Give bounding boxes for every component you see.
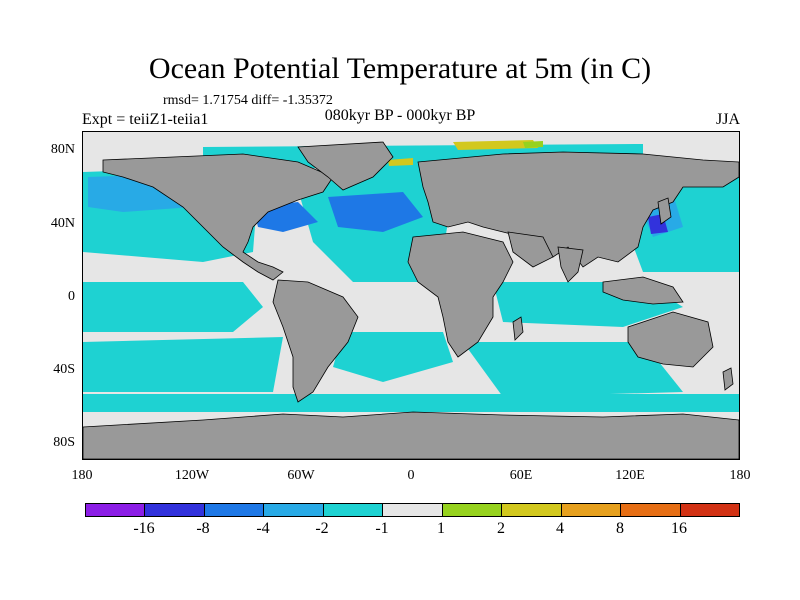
x-label-60w: 60W	[287, 468, 315, 483]
experiment-label: Expt = teiiZ1-teiia1	[82, 111, 209, 128]
colorbar-label: -8	[196, 520, 210, 537]
antarctica	[83, 411, 739, 459]
maritime-continent	[602, 276, 684, 305]
madagascar	[512, 316, 524, 341]
south-indian-band	[463, 342, 683, 397]
colorbar-label: -2	[315, 520, 329, 537]
africa	[407, 231, 514, 358]
south-america	[272, 279, 359, 403]
colorbar-segment	[502, 504, 562, 516]
colorbar-segment	[204, 504, 265, 516]
colorbar-segment	[323, 504, 384, 516]
colorbar-label: 1	[437, 520, 445, 537]
x-label-120e: 120E	[615, 468, 645, 483]
colorbar	[85, 503, 740, 517]
kara-warm-patch	[523, 141, 543, 148]
colorbar-segment	[442, 504, 503, 516]
y-label-40s: 40S	[53, 362, 75, 377]
x-label-60e: 60E	[509, 468, 533, 483]
colorbar-label: -16	[133, 520, 155, 537]
y-label-80s: 80S	[53, 435, 75, 450]
colorbar-segment	[561, 504, 622, 516]
colorbar-label: 8	[616, 520, 624, 537]
rmsd-diff-stats: rmsd= 1.71754 diff= -1.35372	[163, 93, 333, 108]
continents	[83, 141, 739, 459]
season-label: JJA	[715, 111, 740, 128]
colorbar-segment	[145, 504, 205, 516]
map-frame	[82, 131, 740, 460]
colorbar-segment	[383, 504, 443, 516]
colorbar-label: -1	[375, 520, 389, 537]
colorbar-segment	[264, 504, 324, 516]
world-map	[83, 140, 739, 459]
barents-warm-patch	[453, 140, 538, 150]
india	[557, 246, 584, 283]
greenland	[297, 141, 394, 191]
north-america	[102, 153, 334, 281]
new-zealand	[722, 367, 734, 391]
eurasia	[417, 151, 739, 268]
arabia	[507, 231, 554, 268]
warm-anomaly-patches	[388, 140, 543, 166]
colorbar-segment	[86, 504, 146, 516]
colorbar-label: 4	[556, 520, 564, 537]
map-title: Ocean Potential Temperature at 5m (in C)	[148, 52, 652, 85]
tropical-pacific-band	[83, 282, 263, 332]
north-atlantic-strong-patch	[328, 192, 423, 232]
period-label: 080kyr BP - 000kyr BP	[324, 107, 476, 124]
japan	[657, 197, 672, 225]
colorbar-segment	[621, 504, 681, 516]
colorbar-label: 2	[497, 520, 505, 537]
x-label-180e: 180	[729, 468, 751, 483]
south-atlantic-band	[333, 332, 453, 382]
greenland-sea-warm-patch	[388, 158, 413, 166]
colorbar-label: -4	[256, 520, 270, 537]
y-label-80n: 80N	[50, 142, 75, 157]
x-label-0: 0	[407, 468, 415, 483]
south-pacific-band	[83, 337, 283, 392]
x-label-120w: 120W	[174, 468, 210, 483]
y-label-40n: 40N	[50, 216, 75, 231]
x-label-180w: 180	[71, 468, 93, 483]
australia	[627, 311, 714, 368]
colorbar-segment	[680, 504, 739, 516]
y-label-0: 0	[68, 289, 75, 304]
southern-ocean-band	[83, 394, 739, 412]
colorbar-label: 16	[671, 520, 687, 537]
